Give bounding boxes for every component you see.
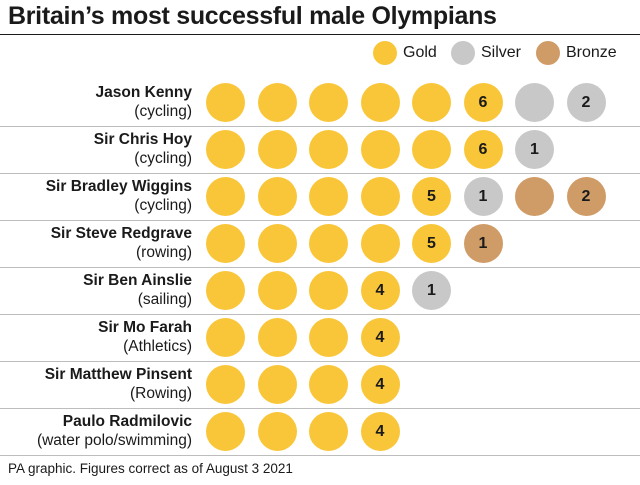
legend-label: Silver bbox=[481, 44, 522, 61]
athlete-label: Sir Steve Redgrave (rowing) bbox=[51, 224, 192, 262]
gold-medal bbox=[309, 177, 348, 216]
row-divider bbox=[0, 220, 640, 221]
title-divider bbox=[0, 34, 640, 35]
gold-medal bbox=[206, 412, 245, 451]
row-divider bbox=[0, 455, 640, 456]
athlete-event: (sailing) bbox=[137, 291, 192, 308]
gold-medal bbox=[257, 224, 297, 263]
athlete-event: (rowing) bbox=[136, 244, 192, 261]
athlete-row: Sir Chris Hoy (cycling) 6 1 bbox=[0, 127, 640, 174]
athlete-name: Sir Chris Hoy bbox=[93, 131, 192, 148]
athlete-label: Sir Ben Ainslie (sailing) bbox=[83, 271, 192, 309]
gold-medal bbox=[206, 177, 245, 216]
athlete-name: Sir Mo Farah bbox=[98, 319, 192, 336]
athlete-event: (cycling) bbox=[134, 197, 192, 214]
gold-medal bbox=[257, 177, 297, 216]
gold-medal bbox=[257, 130, 297, 169]
chart-title: Britain’s most successful male Olympians bbox=[8, 2, 497, 30]
athlete-event: (cycling) bbox=[134, 103, 192, 120]
gold-medal bbox=[257, 83, 297, 122]
row-divider bbox=[0, 314, 640, 315]
gold-medal-count: 5 bbox=[412, 177, 451, 216]
athlete-label: Sir Bradley Wiggins (cycling) bbox=[46, 177, 192, 215]
bronze-medal bbox=[515, 177, 554, 216]
bronze-medal-count: 2 bbox=[566, 177, 606, 216]
athlete-name: Sir Steve Redgrave bbox=[50, 225, 192, 242]
gold-medal bbox=[206, 130, 245, 169]
athlete-label: Jason Kenny (cycling) bbox=[96, 83, 192, 121]
silver-medal bbox=[515, 83, 554, 122]
gold-medal bbox=[309, 224, 348, 263]
bronze-medal-count: 1 bbox=[463, 224, 503, 263]
athlete-name: Sir Matthew Pinsent bbox=[44, 366, 192, 383]
gold-medal bbox=[257, 271, 297, 310]
gold-medal-count: 4 bbox=[360, 271, 400, 310]
gold-medal-count: 6 bbox=[463, 130, 503, 169]
gold-medal bbox=[309, 365, 348, 404]
athlete-row: Sir Bradley Wiggins (cycling) 5 1 2 bbox=[0, 174, 640, 221]
row-divider bbox=[0, 361, 640, 362]
athlete-name: Paulo Radmilovic bbox=[62, 413, 192, 430]
athlete-row: Sir Ben Ainslie (sailing) 4 1 bbox=[0, 268, 640, 315]
gold-medal bbox=[309, 318, 348, 357]
legend-label: Gold bbox=[403, 44, 437, 61]
silver-medal-count: 1 bbox=[463, 177, 503, 216]
gold-medal-count: 4 bbox=[360, 412, 400, 451]
gold-medal-count: 6 bbox=[463, 83, 503, 122]
athlete-event: (Athletics) bbox=[123, 338, 192, 355]
gold-medal bbox=[206, 318, 245, 357]
medal-chart: Jason Kenny (cycling) 6 2 Sir Chris Hoy (cycl… bbox=[0, 80, 640, 456]
gold-medal bbox=[206, 83, 245, 122]
athlete-label: Sir Matthew Pinsent (Rowing) bbox=[45, 365, 192, 403]
athlete-name: Jason Kenny bbox=[95, 84, 192, 101]
gold-medal bbox=[360, 177, 400, 216]
athlete-event: (Rowing) bbox=[129, 385, 192, 402]
athlete-event: (water polo/swimming) bbox=[36, 432, 192, 449]
gold-medal bbox=[309, 271, 348, 310]
row-divider bbox=[0, 173, 640, 174]
athlete-name: Sir Ben Ainslie bbox=[83, 272, 192, 289]
legend-label: Bronze bbox=[566, 44, 617, 61]
gold-medal bbox=[309, 83, 348, 122]
athlete-row: Jason Kenny (cycling) 6 2 bbox=[0, 80, 640, 127]
silver-medal-count: 1 bbox=[515, 130, 554, 169]
gold-medal bbox=[257, 318, 297, 357]
row-divider bbox=[0, 126, 640, 127]
gold-medal bbox=[309, 130, 348, 169]
athlete-row: Sir Steve Redgrave (rowing) 5 1 bbox=[0, 221, 640, 268]
gold-medal bbox=[206, 365, 245, 404]
gold-medal-count: 5 bbox=[412, 224, 451, 263]
gold-medal bbox=[309, 412, 348, 451]
gold-medal bbox=[412, 83, 451, 122]
athlete-name: Sir Bradley Wiggins bbox=[45, 178, 192, 195]
legend-swatch-silver bbox=[451, 41, 475, 65]
gold-medal bbox=[412, 130, 451, 169]
athlete-row: Sir Mo Farah (Athletics) 4 bbox=[0, 315, 640, 362]
gold-medal bbox=[360, 130, 400, 169]
gold-medal bbox=[206, 224, 245, 263]
gold-medal bbox=[360, 224, 400, 263]
gold-medal-count: 4 bbox=[360, 365, 400, 404]
athlete-row: Paulo Radmilovic (water polo/swimming) 4 bbox=[0, 409, 640, 456]
gold-medal-count: 4 bbox=[360, 318, 400, 357]
gold-medal bbox=[257, 365, 297, 404]
athlete-row: Sir Matthew Pinsent (Rowing) 4 bbox=[0, 362, 640, 409]
athlete-event: (cycling) bbox=[134, 150, 192, 167]
source-note: PA graphic. Figures correct as of August… bbox=[8, 461, 293, 476]
legend: Gold Silver Bronze bbox=[0, 38, 640, 68]
gold-medal bbox=[257, 412, 297, 451]
silver-medal-count: 2 bbox=[566, 83, 606, 122]
row-divider bbox=[0, 408, 640, 409]
athlete-label: Sir Chris Hoy (cycling) bbox=[94, 130, 192, 168]
legend-swatch-gold bbox=[373, 41, 397, 65]
row-divider bbox=[0, 267, 640, 268]
legend-swatch-bronze bbox=[536, 41, 560, 65]
silver-medal-count: 1 bbox=[412, 271, 451, 310]
gold-medal bbox=[206, 271, 245, 310]
athlete-label: Paulo Radmilovic (water polo/swimming) bbox=[37, 412, 192, 450]
athlete-label: Sir Mo Farah (Athletics) bbox=[98, 318, 192, 356]
gold-medal bbox=[360, 83, 400, 122]
